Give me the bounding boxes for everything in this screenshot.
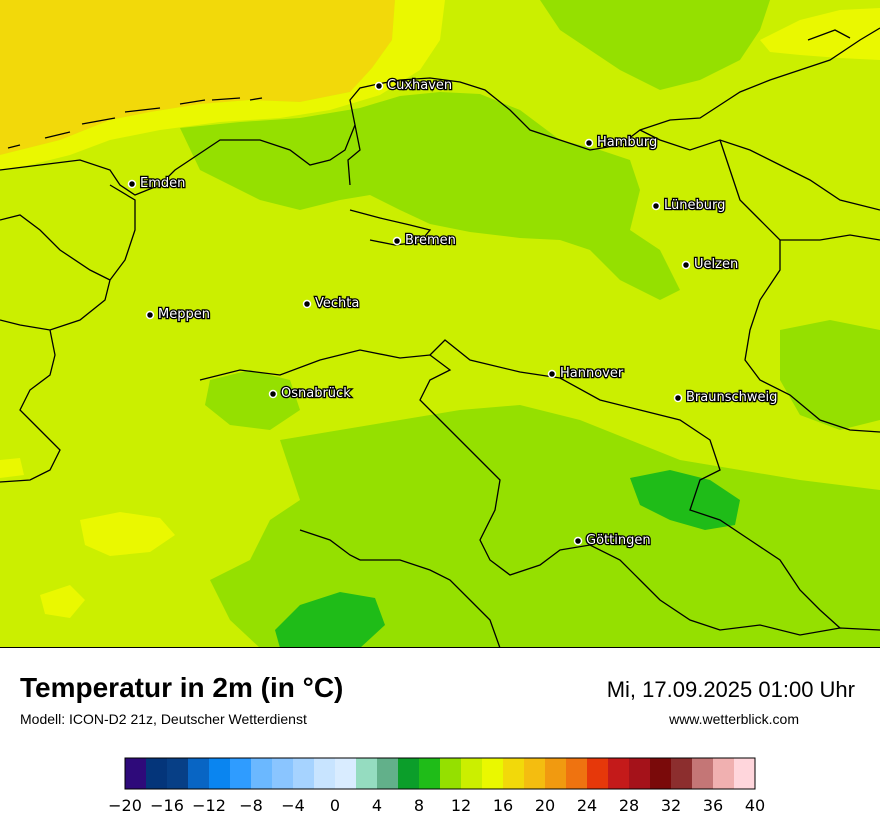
svg-text:Lüneburg: Lüneburg [664,198,725,213]
svg-text:Uelzen: Uelzen [694,257,738,272]
city-emden[interactable]: Emden [127,175,187,192]
website-link[interactable]: www.wetterblick.com [669,711,799,727]
svg-text:Osnabrück: Osnabrück [281,386,351,401]
legend-tick-label: 32 [661,796,681,815]
city-braunschweig[interactable]: Braunschweig [673,389,779,406]
legend-swatch [335,758,357,789]
city-vechta[interactable]: Vechta [302,295,361,312]
legend-swatch [419,758,441,789]
boundaries [0,27,880,647]
legend-swatch [167,758,189,789]
svg-text:Göttingen: Göttingen [586,533,651,548]
svg-text:Emden: Emden [140,176,185,191]
forecast-datetime: Mi, 17.09.2025 01:00 Uhr [606,677,855,702]
legend-swatch [188,758,210,789]
green-area-northeast [540,0,770,90]
legend-swatch [566,758,588,789]
svg-text:Meppen: Meppen [158,307,210,322]
legend-border [124,757,756,790]
legend-swatch [713,758,735,789]
city-hamburg[interactable]: Hamburg [584,134,659,151]
model-info: Modell: ICON-D2 21z, Deutscher Wetterdie… [20,711,307,727]
legend-tick-label: 28 [619,796,639,815]
legend-tick-label: −4 [281,796,305,815]
legend-tick-label: −20 [108,796,142,815]
svg-text:Cuxhaven: Cuxhaven [387,78,452,93]
legend-swatch [524,758,546,789]
green-area-north [180,92,680,300]
green-area-east [780,320,880,430]
green-area-south [210,405,880,647]
legend-swatch [251,758,273,789]
legend-tick-label: 4 [372,796,382,815]
legend-swatch [146,758,168,789]
legend-tick-label: 8 [414,796,424,815]
legend-tick-label: 40 [745,796,765,815]
legend-scale: −20 −16 −12 −8 −4 0 4 8 12 16 20 24 28 32 36 40 [108,757,765,815]
legend-swatch [230,758,252,789]
svg-text:Bremen: Bremen [405,233,456,248]
green-area-west [205,370,300,430]
legend-swatch [209,758,231,789]
svg-text:Vechta: Vechta [315,296,359,311]
legend-tick-label: −12 [192,796,226,815]
legend-swatch [671,758,693,789]
color-legend: −20 −16 −12 −8 −4 0 4 8 12 16 20 24 28 32 36 40 [100,755,780,830]
legend-tick-label: 12 [451,796,471,815]
city-goettingen[interactable]: Göttingen [573,532,652,549]
legend-swatch [356,758,378,789]
legend-swatch [314,758,336,789]
legend-swatch [398,758,420,789]
yellow-patch-w2 [0,458,24,478]
legend-swatch [608,758,630,789]
legend-swatch [650,758,672,789]
legend-tick-label: 16 [493,796,513,815]
legend-tick-label: 0 [330,796,340,815]
legend-swatch [461,758,483,789]
legend-swatch [482,758,504,789]
svg-text:Hamburg: Hamburg [597,135,657,150]
legend-tick-label: 20 [535,796,555,815]
chart-title: Temperatur in 2m (in °C) [20,672,344,703]
city-meppen[interactable]: Meppen [145,306,211,323]
coastal-band [0,0,445,170]
legend-tick-label: 24 [577,796,597,815]
city-uelzen[interactable]: Uelzen [681,256,739,273]
legend-swatch [125,758,147,789]
svg-text:Hannover: Hannover [560,366,624,381]
city-markers: Cuxhaven Hamburg Emden Lüneburg Bremen U… [127,77,779,549]
dark-green-south [275,592,385,647]
legend-swatch [629,758,651,789]
temperature-map: Cuxhaven Hamburg Emden Lüneburg Bremen U… [0,0,880,648]
legend-swatch [272,758,294,789]
legend-swatch [587,758,609,789]
legend-swatch [692,758,714,789]
city-osnabrueck[interactable]: Osnabrück [268,385,352,402]
city-bremen[interactable]: Bremen [392,232,457,249]
frisian-islands [7,29,851,149]
city-cuxhaven[interactable]: Cuxhaven [374,77,453,94]
city-lueneburg[interactable]: Lüneburg [651,197,727,214]
city-hannover[interactable]: Hannover [547,365,625,382]
legend-swatch [293,758,315,789]
legend-swatch [377,758,399,789]
legend-tick-label: 36 [703,796,723,815]
legend-swatch [545,758,567,789]
svg-text:Braunschweig: Braunschweig [686,390,777,405]
yellow-patch-sw [40,585,85,618]
legend-swatch [734,758,756,789]
legend-tick-label: −16 [150,796,184,815]
legend-tick-label: −8 [239,796,263,815]
yellow-patch-w [80,512,175,556]
north-sea-area [0,0,395,155]
dark-green-harz [630,470,740,530]
legend-swatch [503,758,525,789]
legend-swatch [440,758,462,789]
